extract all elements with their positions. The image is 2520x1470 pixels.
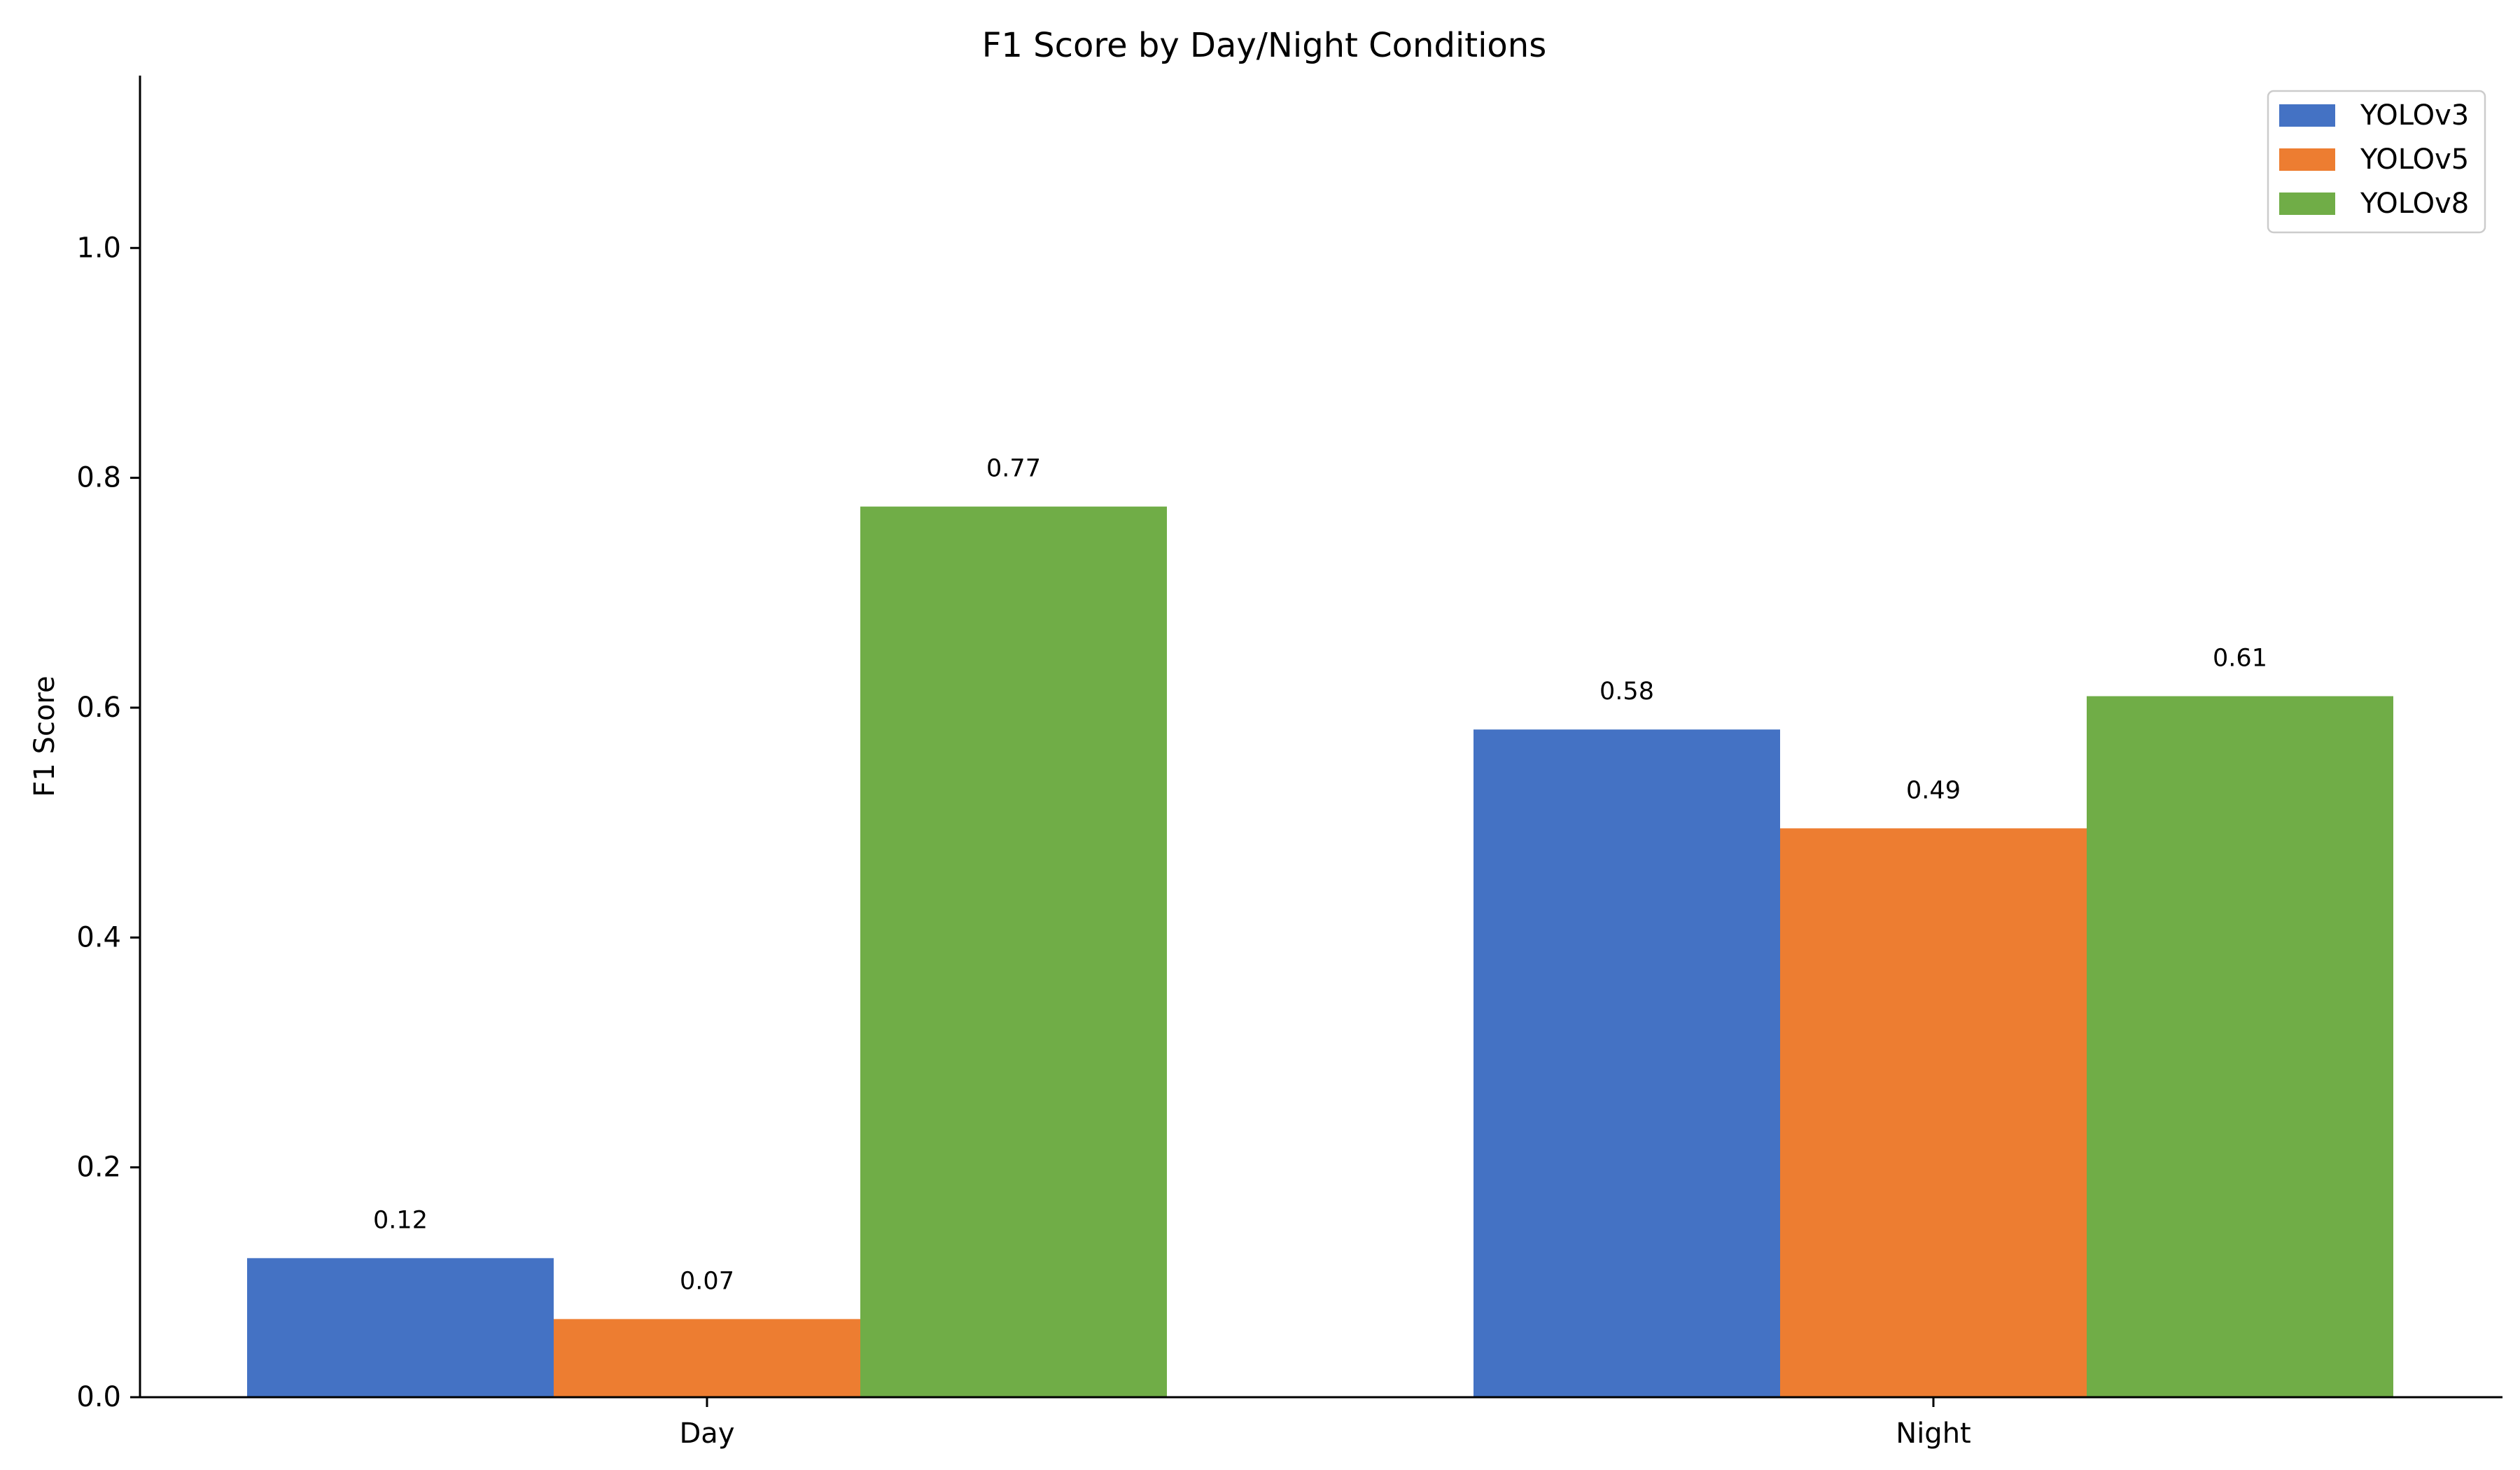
bar-value-label: 0.12 xyxy=(373,1206,428,1234)
chart-title: F1 Score by Day/Night Conditions xyxy=(982,26,1546,65)
legend: YOLOv3 YOLOv5 YOLOv8 xyxy=(2267,90,2486,234)
bar-yolov8-night xyxy=(2087,696,2393,1397)
legend-swatch-yolov3 xyxy=(2279,104,2335,127)
y-tick-label: 0.4 xyxy=(76,921,121,953)
y-tick-label: 1.0 xyxy=(76,232,121,264)
x-tick-label-night: Night xyxy=(1896,1418,1970,1450)
x-tick-label-day: Day xyxy=(680,1418,735,1450)
y-tick-label: 0.8 xyxy=(76,462,121,494)
y-axis-ticks: 0.0 0.2 0.4 0.6 0.8 1.0 xyxy=(76,232,140,1413)
legend-label-yolov5: YOLOv5 xyxy=(2360,144,2469,176)
bar-value-labels: 0.12 0.58 0.07 0.49 0.77 0.61 xyxy=(373,455,2267,1296)
bar-value-label: 0.49 xyxy=(1906,776,1961,804)
bar-yolov3-day xyxy=(247,1258,554,1397)
legend-swatch-yolov5 xyxy=(2279,148,2335,171)
y-tick-label: 0.6 xyxy=(76,692,121,724)
bar-value-label: 0.61 xyxy=(2213,645,2267,673)
y-tick-label: 0.0 xyxy=(76,1381,121,1413)
x-axis-ticks: Day Night xyxy=(680,1397,1971,1450)
bar-yolov8-day xyxy=(860,506,1167,1398)
bar-yolov5-day xyxy=(554,1319,860,1397)
y-tick-label: 0.2 xyxy=(76,1152,121,1184)
legend-label-yolov3: YOLOv3 xyxy=(2360,99,2469,132)
bars-layer xyxy=(247,506,2393,1398)
bar-yolov3-night xyxy=(1474,729,1780,1397)
bar-value-label: 0.07 xyxy=(680,1267,734,1295)
bar-yolov5-night xyxy=(1780,828,2087,1397)
legend-label-yolov8: YOLOv8 xyxy=(2360,188,2469,220)
bar-value-label: 0.77 xyxy=(986,455,1041,483)
bar-value-label: 0.58 xyxy=(1600,678,1654,706)
y-axis-label: F1 Score xyxy=(29,676,61,797)
legend-swatch-yolov8 xyxy=(2279,192,2335,215)
